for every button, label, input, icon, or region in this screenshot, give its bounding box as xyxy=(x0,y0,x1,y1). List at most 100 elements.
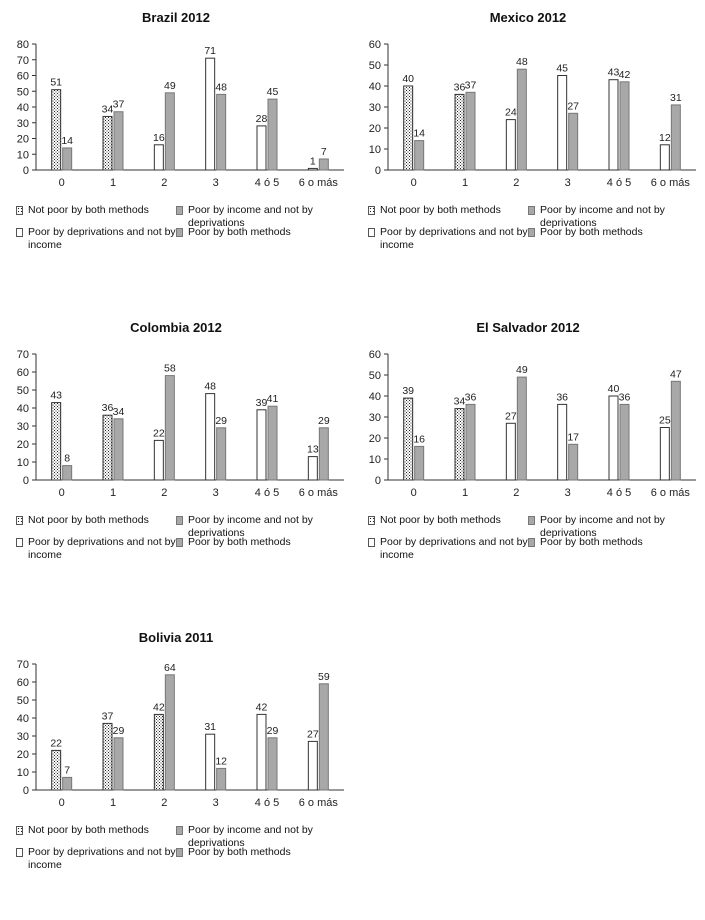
bar xyxy=(505,422,516,481)
bar xyxy=(454,408,465,481)
legend-swatch xyxy=(16,848,23,857)
bar xyxy=(205,733,216,791)
legend-label: Not poor by both methods xyxy=(380,204,501,216)
x-tick-label: 1 xyxy=(110,797,116,809)
bar xyxy=(62,147,73,171)
legend-label: Not poor by both methods xyxy=(28,514,149,526)
legend-swatch xyxy=(368,516,375,525)
bar xyxy=(153,713,164,791)
x-tick-label: 1 xyxy=(110,177,116,189)
legend-label: Poor by both methods xyxy=(188,536,291,548)
legend-label: Poor by deprivations and not by income xyxy=(380,536,528,561)
bar xyxy=(516,376,527,481)
legend-item: Not poor by both methods xyxy=(16,824,183,837)
y-tick-label: 0 xyxy=(23,475,29,487)
legend-swatch xyxy=(16,826,23,835)
x-tick-label: 6 o más xyxy=(299,487,339,499)
x-tick-label: 3 xyxy=(565,487,571,499)
chart-panel: Colombia 2012 0 10 20 30 40 50 60 70 0 43 8 1 36 34 2 22… xyxy=(0,310,352,610)
data-label: 16 xyxy=(413,433,425,445)
data-label: 39 xyxy=(402,385,414,397)
legend-label: Poor by income and not by deprivations xyxy=(188,204,313,229)
legend-swatch xyxy=(176,538,183,547)
data-label: 45 xyxy=(267,86,279,98)
bar xyxy=(307,456,318,481)
bar xyxy=(414,140,425,171)
y-tick-label: 70 xyxy=(17,659,29,671)
bar xyxy=(516,68,527,171)
x-tick-label: 2 xyxy=(161,797,167,809)
legend-swatch xyxy=(528,538,535,547)
y-tick-label: 60 xyxy=(17,367,29,379)
bar xyxy=(256,125,267,171)
y-tick-label: 40 xyxy=(369,81,381,93)
y-tick-label: 60 xyxy=(369,349,381,361)
data-label: 29 xyxy=(318,415,330,427)
chart-title: El Salvador 2012 xyxy=(476,320,579,335)
legend-item: Poor by both methods xyxy=(176,846,343,859)
legend-label: Poor by deprivations and not by income xyxy=(380,226,528,251)
y-tick-label: 20 xyxy=(17,749,29,761)
bar xyxy=(216,93,227,171)
x-tick-label: 0 xyxy=(411,177,417,189)
data-label: 24 xyxy=(505,107,517,119)
y-tick-label: 50 xyxy=(17,385,29,397)
legend-item: Poor by both methods xyxy=(528,226,695,239)
bar xyxy=(454,93,465,171)
legend-swatch xyxy=(16,206,23,215)
chart-panel: Brazil 2012 0 10 20 30 40 50 60 70 80 0 51 14 1 34 37 2 1… xyxy=(0,0,352,300)
data-label: 27 xyxy=(307,728,319,740)
chart-panel: Mexico 2012 0 10 20 30 40 50 60 0 40 14 1 36 37 2 24 48 3… xyxy=(352,0,704,300)
legend-swatch xyxy=(176,848,183,857)
bar xyxy=(62,776,73,791)
y-tick-label: 50 xyxy=(369,370,381,382)
y-tick-label: 30 xyxy=(17,731,29,743)
bar xyxy=(62,465,73,481)
bar xyxy=(568,112,579,171)
data-label: 59 xyxy=(318,671,330,683)
data-label: 64 xyxy=(164,662,176,674)
legend-label: Not poor by both methods xyxy=(28,824,149,836)
data-label: 14 xyxy=(413,128,425,140)
x-tick-label: 2 xyxy=(161,177,167,189)
bar xyxy=(153,439,164,481)
data-label: 49 xyxy=(516,364,528,376)
data-label: 16 xyxy=(153,132,165,144)
legend-item: Poor by deprivations and not by income xyxy=(368,226,535,252)
bar xyxy=(568,443,579,481)
legend: Not poor by both methods Poor by income a… xyxy=(368,204,704,268)
legend-swatch xyxy=(368,538,375,547)
y-tick-label: 30 xyxy=(17,118,29,130)
bar xyxy=(670,380,681,481)
data-label: 7 xyxy=(64,764,70,776)
chart-title: Bolivia 2011 xyxy=(139,630,213,645)
bar xyxy=(102,414,113,481)
legend-item: Poor by income and not by deprivations xyxy=(176,824,343,850)
legend-swatch xyxy=(176,228,183,237)
data-label: 31 xyxy=(204,721,216,733)
legend-label: Poor by income and not by deprivations xyxy=(540,514,665,539)
x-tick-label: 0 xyxy=(59,797,65,809)
bar xyxy=(51,402,62,481)
y-tick-label: 10 xyxy=(17,149,29,161)
legend-item: Poor by deprivations and not by income xyxy=(368,536,535,562)
data-label: 48 xyxy=(204,381,216,393)
data-label: 36 xyxy=(619,391,631,403)
y-tick-label: 20 xyxy=(369,433,381,445)
x-tick-label: 6 o más xyxy=(651,487,691,499)
bar xyxy=(256,713,267,791)
legend-label: Not poor by both methods xyxy=(380,514,501,526)
bar xyxy=(102,722,113,791)
data-label: 14 xyxy=(61,135,73,147)
data-label: 47 xyxy=(670,368,682,380)
legend-swatch xyxy=(528,228,535,237)
x-tick-label: 3 xyxy=(213,487,219,499)
y-tick-label: 70 xyxy=(17,55,29,67)
y-tick-label: 50 xyxy=(17,695,29,707)
x-tick-label: 4 ó 5 xyxy=(255,797,279,809)
data-label: 43 xyxy=(608,67,620,79)
bar xyxy=(267,737,278,791)
legend-item: Poor by income and not by deprivations xyxy=(528,204,695,230)
